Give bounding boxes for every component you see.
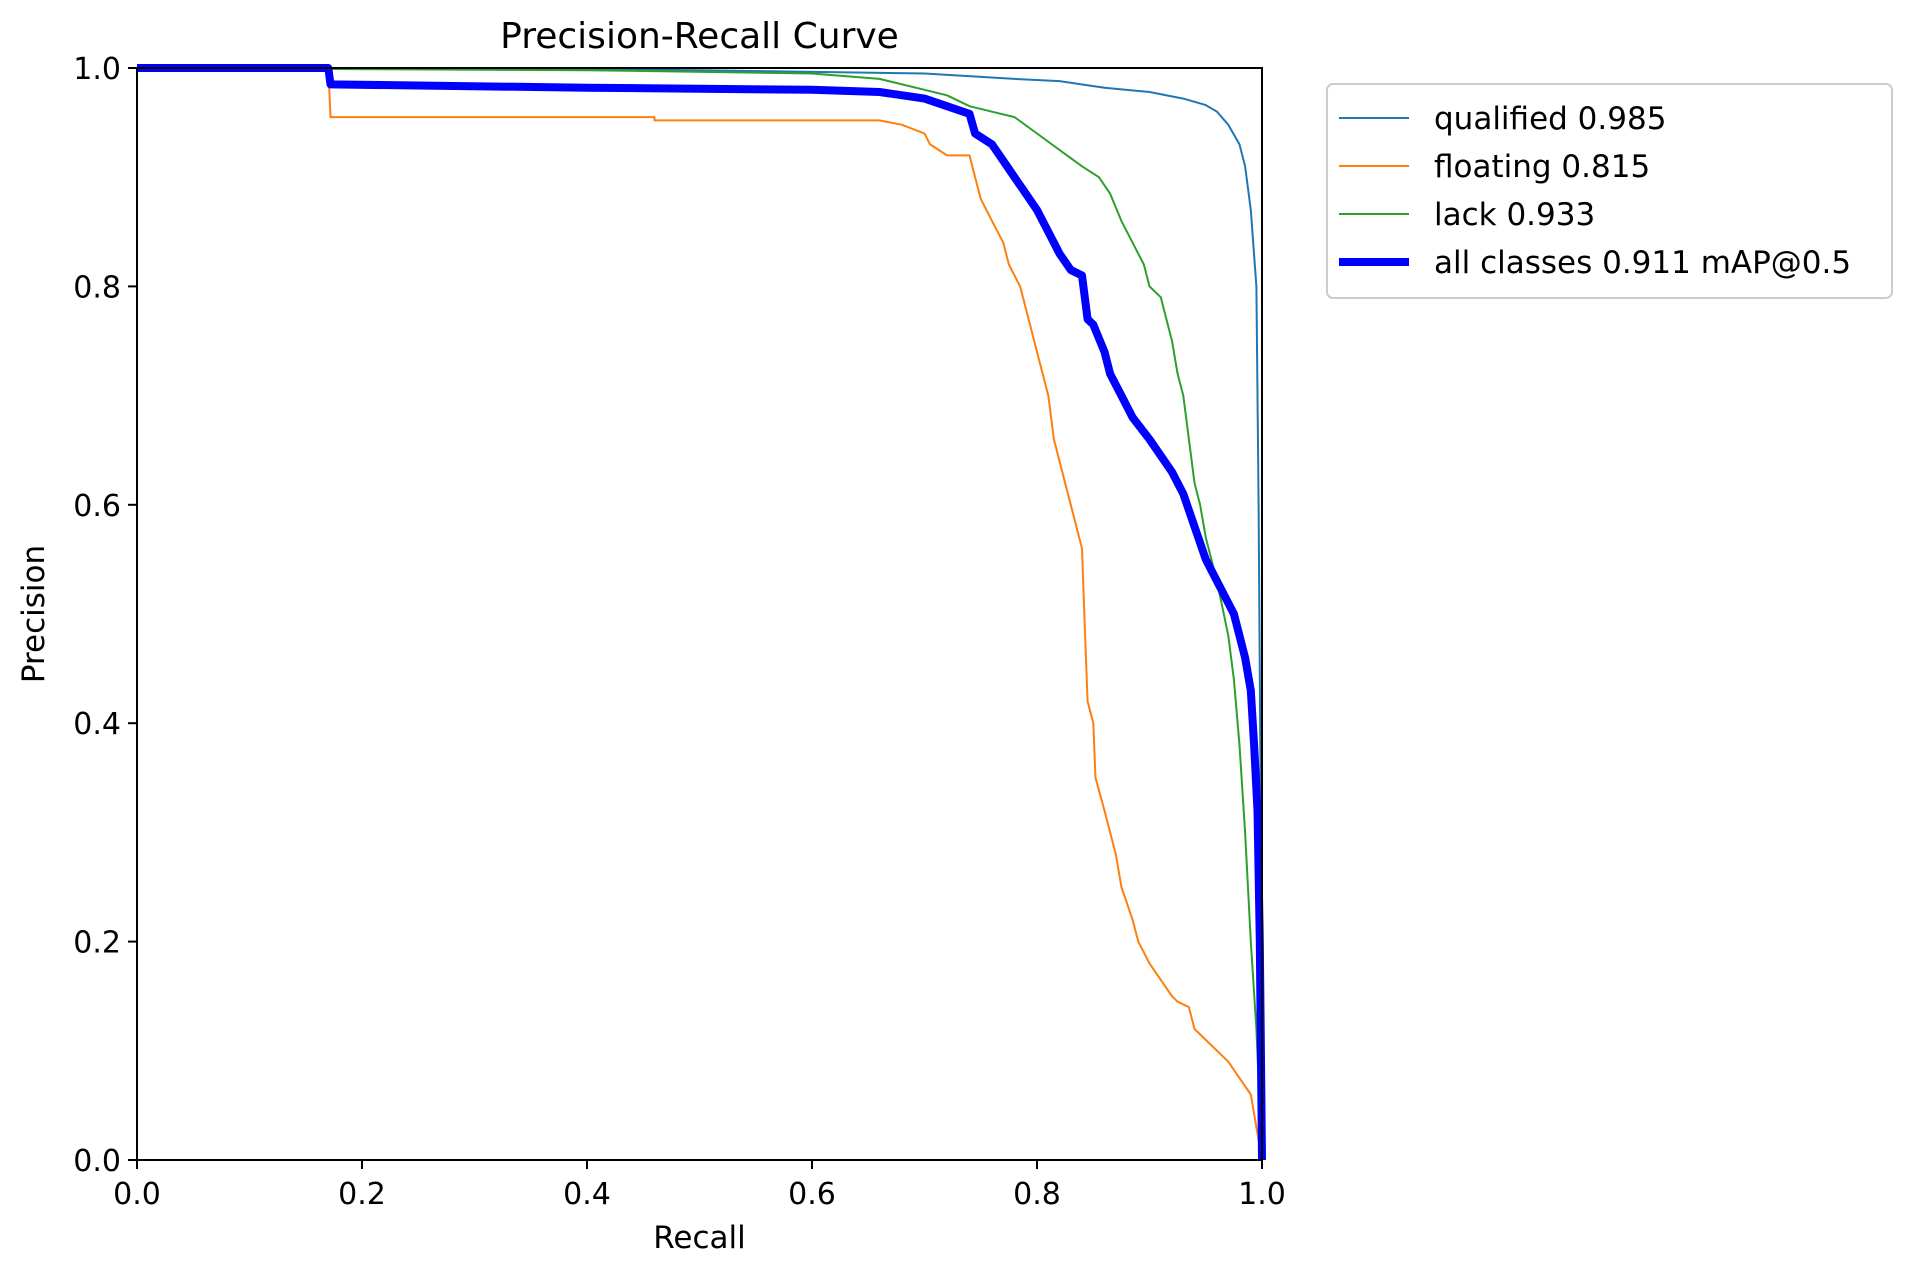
ticks-layer: 0.0 0.2 0.4 0.6 0.8 1.0 0.0 0.2 0.4 0.6 0.8 1.0 [73, 52, 1286, 1212]
series-line-1 [137, 67, 1263, 1161]
legend-entry: floating 0.815 [1434, 149, 1650, 185]
x-tick-label: 0.8 [1013, 1177, 1061, 1212]
series-line-0 [137, 67, 1263, 1161]
series-layer [136, 64, 1266, 1161]
chart-title: Precision-Recall Curve [500, 16, 899, 57]
legend-entry: all classes 0.911 mAP@0.5 [1434, 245, 1851, 281]
x-tick-label: 0.0 [113, 1177, 161, 1212]
plot-frame [136, 67, 1263, 1161]
y-tick-label: 0.4 [73, 707, 121, 742]
x-tick-label: 0.4 [563, 1177, 611, 1212]
legend: qualified 0.985 floating 0.815 lack 0.933 a… [1326, 83, 1893, 299]
x-tick-label: 0.2 [338, 1177, 386, 1212]
legend-box [1326, 83, 1893, 299]
y-tick-label: 0.6 [73, 489, 121, 524]
y-tick-label: 1.0 [73, 52, 121, 87]
x-axis-label: Recall [653, 1220, 746, 1256]
y-axis-label: Precision [16, 545, 52, 683]
y-tick-label: 0.8 [73, 270, 121, 305]
legend-entry: qualified 0.985 [1434, 101, 1666, 137]
y-tick-label: 0.2 [73, 926, 121, 961]
y-tick-label: 0.0 [73, 1144, 121, 1179]
series-line-3 [137, 64, 1266, 1161]
series-line-2 [136, 67, 1263, 1161]
legend-entry: lack 0.933 [1434, 197, 1595, 233]
x-tick-label: 1.0 [1238, 1177, 1286, 1212]
x-tick-label: 0.6 [788, 1177, 836, 1212]
